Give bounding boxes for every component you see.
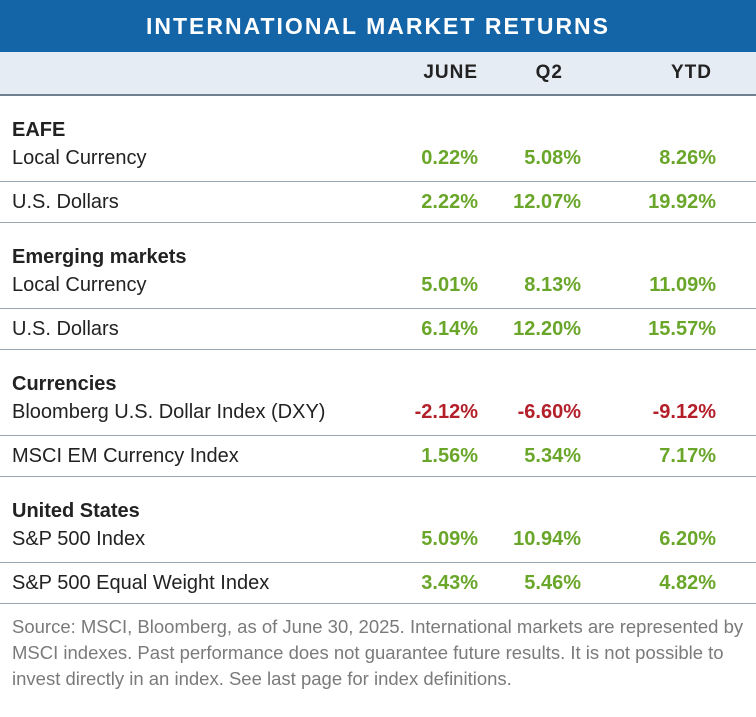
value-cell-q2: -6.60%: [517, 400, 581, 423]
value-cell-june: 5.09%: [421, 527, 478, 550]
value-cell-ytd: 6.20%: [659, 527, 716, 550]
value-cell-q2: 5.34%: [524, 444, 581, 467]
table-row: U.S. Dollars 6.14% 12.20% 15.57%: [0, 308, 756, 349]
table-section: Currencies Bloomberg U.S. Dollar Index (D…: [0, 350, 756, 477]
column-header-june: JUNE: [423, 62, 478, 83]
column-header-q2: Q2: [535, 62, 563, 83]
table-body: EAFE Local Currency 0.22% 5.08% 8.26% U.S. Do…: [0, 96, 756, 604]
value-cell-q2: 5.08%: [524, 146, 581, 169]
value-cell-june: 3.43%: [421, 571, 478, 594]
row-label: Local Currency: [12, 273, 147, 296]
table-row: MSCI EM Currency Index 1.56% 5.34% 7.17%: [0, 435, 756, 476]
table-row: U.S. Dollars 2.22% 12.07% 19.92%: [0, 181, 756, 222]
table-row: S&P 500 Index 5.09% 10.94% 6.20%: [0, 524, 756, 562]
table-row: Local Currency 5.01% 8.13% 11.09%: [0, 270, 756, 308]
value-cell-june: 1.56%: [421, 444, 478, 467]
source-note: Source: MSCI, Bloomberg, as of June 30, …: [12, 616, 744, 689]
value-cell-ytd: 7.17%: [659, 444, 716, 467]
section-heading: United States: [12, 500, 140, 522]
value-cell-ytd: 15.57%: [648, 317, 716, 340]
row-label: U.S. Dollars: [12, 317, 119, 340]
section-heading: Emerging markets: [12, 246, 187, 268]
section-heading: Currencies: [12, 373, 117, 395]
value-cell-june: 6.14%: [421, 317, 478, 340]
value-cell-ytd: -9.12%: [652, 400, 716, 423]
value-cell-q2: 12.20%: [513, 317, 581, 340]
section-heading: EAFE: [12, 119, 66, 141]
row-label: Bloomberg U.S. Dollar Index (DXY): [12, 400, 326, 423]
value-cell-june: -2.12%: [414, 400, 478, 423]
row-label: S&P 500 Equal Weight Index: [12, 571, 270, 594]
row-label: U.S. Dollars: [12, 190, 119, 213]
value-cell-q2: 10.94%: [513, 527, 581, 550]
value-cell-q2: 5.46%: [524, 571, 581, 594]
value-cell-q2: 8.13%: [524, 273, 581, 296]
table-row: S&P 500 Equal Weight Index 3.43% 5.46% 4.82…: [0, 562, 756, 603]
value-cell-q2: 12.07%: [513, 190, 581, 213]
table-section: EAFE Local Currency 0.22% 5.08% 8.26% U.S. Do…: [0, 96, 756, 223]
table-row: Local Currency 0.22% 5.08% 8.26%: [0, 143, 756, 181]
value-cell-june: 5.01%: [421, 273, 478, 296]
row-label: S&P 500 Index: [12, 527, 146, 550]
returns-table: INTERNATIONAL MARKET RETURNS JUNE Q2 YTD…: [0, 0, 756, 689]
table-row: Bloomberg U.S. Dollar Index (DXY) -2.12% -…: [0, 397, 756, 435]
value-cell-ytd: 8.26%: [659, 146, 716, 169]
table-section: Emerging markets Local Currency 5.01% 8.13%…: [0, 223, 756, 350]
value-cell-ytd: 4.82%: [659, 571, 716, 594]
value-cell-june: 0.22%: [421, 146, 478, 169]
column-header-ytd: YTD: [671, 62, 712, 83]
table-section: United States S&P 500 Index 5.09% 10.94% 6.2…: [0, 477, 756, 604]
table-title: INTERNATIONAL MARKET RETURNS: [0, 0, 756, 52]
row-label: MSCI EM Currency Index: [12, 444, 239, 467]
value-cell-june: 2.22%: [421, 190, 478, 213]
value-cell-ytd: 11.09%: [649, 273, 716, 296]
column-header-row: JUNE Q2 YTD: [0, 52, 756, 96]
value-cell-ytd: 19.92%: [648, 190, 716, 213]
row-label: Local Currency: [12, 146, 147, 169]
